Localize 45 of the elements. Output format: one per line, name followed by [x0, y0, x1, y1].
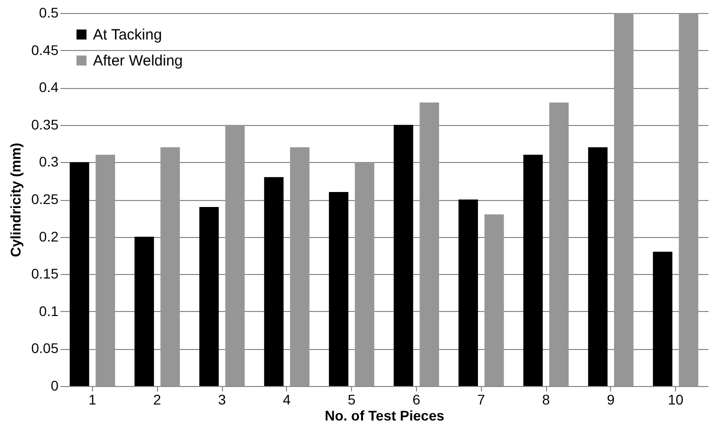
bar [652, 252, 672, 386]
bar [523, 154, 543, 386]
bar [264, 177, 284, 386]
x-tick-label: 10 [668, 392, 684, 408]
bar [134, 236, 154, 386]
legend-label: At Tacking [93, 26, 162, 44]
y-axis-title: Cylindricity (mm) [7, 142, 24, 258]
bar [458, 200, 478, 386]
x-tick-label: 7 [477, 392, 486, 408]
x-tick-label: 3 [218, 392, 226, 408]
bar [394, 124, 414, 386]
bar [96, 154, 116, 386]
x-tick-label: 5 [348, 392, 356, 408]
bar [588, 147, 608, 386]
x-axis-title: No. of Test Pieces [324, 408, 444, 424]
bar [290, 147, 310, 386]
y-tick-label: 0.2 [39, 228, 59, 244]
y-tick-label: 0.35 [31, 116, 59, 132]
bar [354, 162, 374, 386]
bar [328, 192, 348, 386]
x-tick-label: 9 [606, 392, 615, 408]
y-tick-label: 0.4 [39, 79, 59, 96]
x-tick-label: 4 [282, 392, 291, 408]
bar [614, 13, 634, 386]
y-tick-label: 0.1 [39, 302, 59, 319]
y-tick-label: 0.3 [39, 154, 59, 170]
x-tick-label: 1 [88, 392, 96, 408]
x-tick-label: 8 [542, 392, 550, 408]
y-tick-label: 0.05 [31, 340, 59, 356]
bar [199, 206, 219, 386]
x-tick-label: 6 [412, 392, 420, 408]
bar [70, 162, 90, 386]
bar [160, 147, 180, 386]
y-tick-label: 0.25 [31, 191, 59, 207]
y-tick-label: 0.15 [31, 266, 59, 282]
bar [678, 13, 698, 386]
legend-label: After Welding [93, 52, 183, 70]
bar [225, 124, 245, 386]
bar [420, 102, 440, 386]
bar [484, 214, 504, 386]
y-tick-label: 0.5 [39, 4, 59, 20]
bar [549, 102, 569, 386]
x-tick-label: 2 [153, 392, 162, 408]
y-tick-label: 0 [50, 378, 59, 394]
y-tick-label: 0.45 [31, 42, 59, 58]
